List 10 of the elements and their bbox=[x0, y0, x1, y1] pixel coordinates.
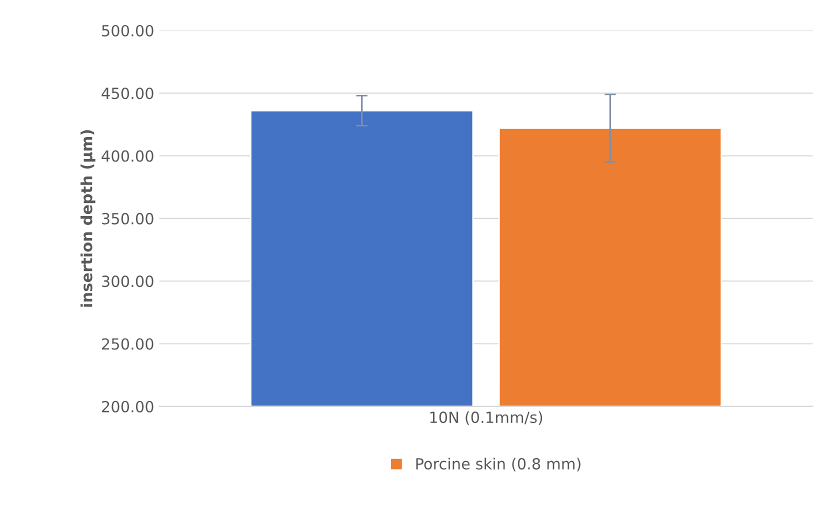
y-tick-label: 500.00 bbox=[102, 24, 154, 36]
legend-label: Porcine skin (0.8 mm) bbox=[416, 458, 580, 472]
y-tick-label: 300.00 bbox=[102, 276, 154, 288]
y-tick-label: 250.00 bbox=[102, 338, 154, 350]
y-tick-label: 400.00 bbox=[102, 150, 154, 162]
y-tick-label: 200.00 bbox=[102, 400, 154, 412]
y-axis-title: insertion depth (µm) bbox=[80, 130, 96, 307]
y-tick-label: 450.00 bbox=[102, 88, 154, 100]
x-tick-label: 10N (0.1mm/s) bbox=[430, 411, 542, 425]
y-tick-label: 350.00 bbox=[102, 212, 154, 224]
